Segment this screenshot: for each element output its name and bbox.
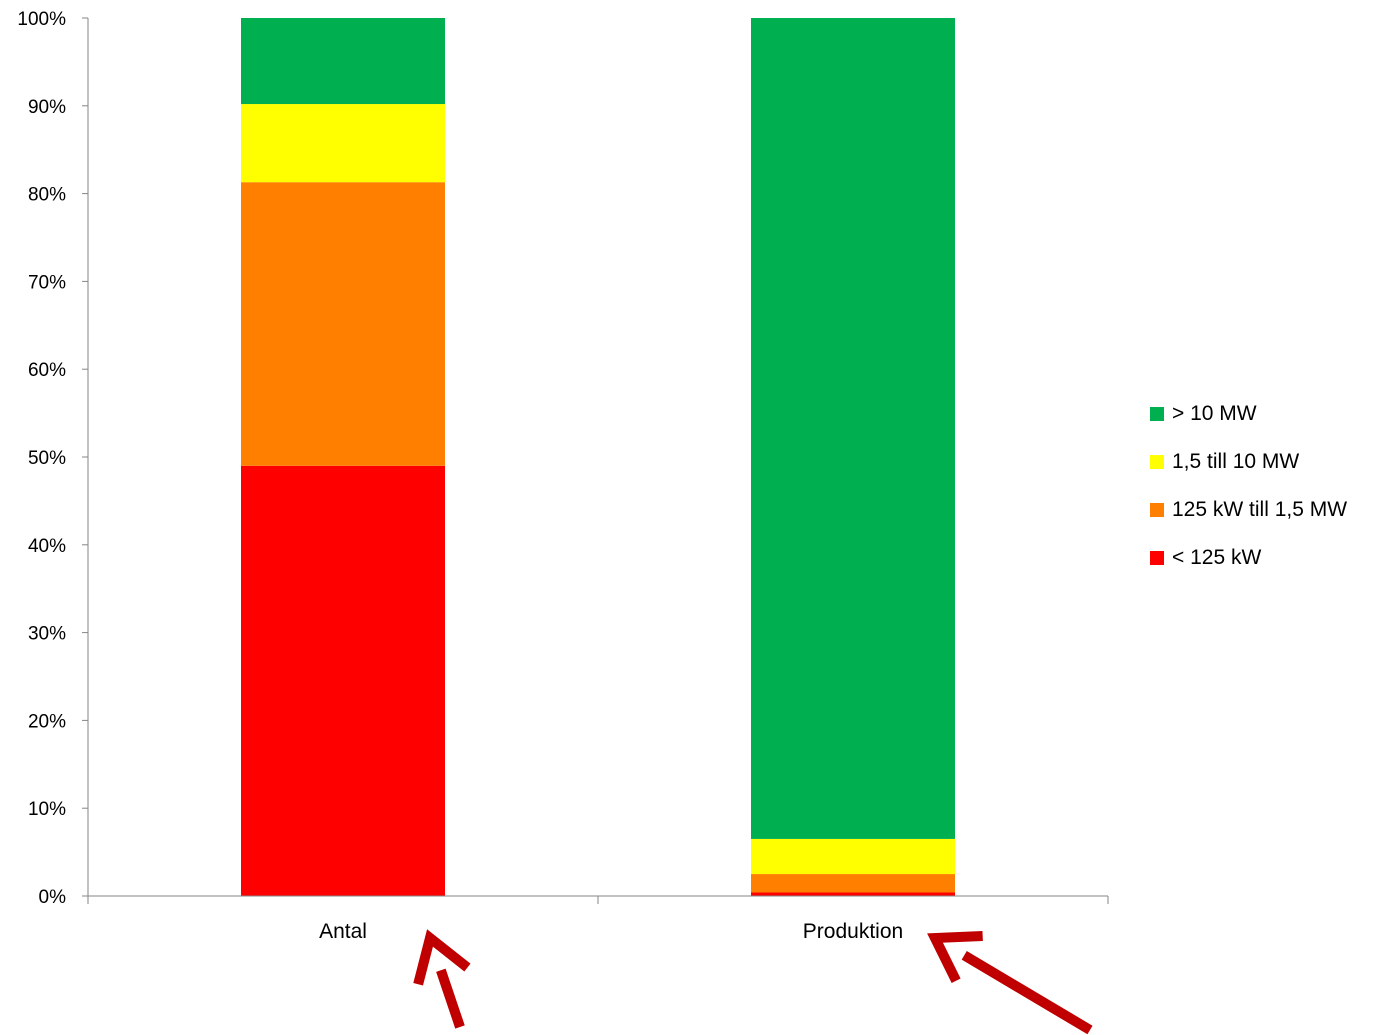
legend-swatch xyxy=(1150,551,1164,565)
y-tick-label: 40% xyxy=(28,536,66,557)
x-category-label: Produktion xyxy=(803,920,903,943)
legend-item: 125 kW till 1,5 MW xyxy=(1150,486,1347,534)
y-tick-label: 80% xyxy=(28,185,66,206)
annotation-arrows xyxy=(413,929,1093,1035)
arrow-antal xyxy=(413,929,471,1029)
legend: > 10 MW 1,5 till 10 MW 125 kW till 1,5 MW <… xyxy=(1150,390,1347,582)
x-category-label: Antal xyxy=(319,920,367,943)
legend-label: < 125 kW xyxy=(1172,546,1262,569)
legend-item: 1,5 till 10 MW xyxy=(1150,438,1347,486)
legend-swatch xyxy=(1150,407,1164,421)
y-tick-label: 60% xyxy=(28,360,66,381)
legend-swatch xyxy=(1150,455,1164,469)
y-axis: 0% 10% 20% 30% 40% 50% 60% 70% 80% 90% 100% xyxy=(17,9,89,908)
bar-segment-produktion-0 xyxy=(751,892,955,896)
legend-label: 125 kW till 1,5 MW xyxy=(1172,498,1348,521)
legend-item: > 10 MW xyxy=(1150,390,1347,438)
bar-segment-produktion-1 xyxy=(751,874,955,893)
bar-segment-antal-3 xyxy=(241,18,445,105)
y-tick-label: 90% xyxy=(28,97,66,118)
y-tick-label: 10% xyxy=(28,799,66,820)
legend-item: < 125 kW xyxy=(1150,534,1347,582)
bar-segment-antal-1 xyxy=(241,182,445,466)
y-tick-label: 20% xyxy=(28,711,66,732)
legend-swatch xyxy=(1150,503,1164,517)
y-tick-label: 30% xyxy=(28,624,66,645)
bar-segment-produktion-3 xyxy=(751,18,955,839)
y-tick-label: 70% xyxy=(28,272,66,293)
legend-label: 1,5 till 10 MW xyxy=(1172,450,1300,473)
legend-label: > 10 MW xyxy=(1172,402,1257,425)
bar-segment-antal-2 xyxy=(241,104,445,183)
y-tick-label: 50% xyxy=(28,448,66,469)
y-tick-label: 100% xyxy=(17,9,66,30)
x-axis: Antal Produktion xyxy=(87,895,1109,943)
bars xyxy=(241,18,955,896)
arrow-produktion xyxy=(927,931,1093,1035)
bar-segment-produktion-2 xyxy=(751,838,955,875)
y-tick-label: 0% xyxy=(39,887,67,908)
bar-segment-antal-0 xyxy=(241,465,445,896)
